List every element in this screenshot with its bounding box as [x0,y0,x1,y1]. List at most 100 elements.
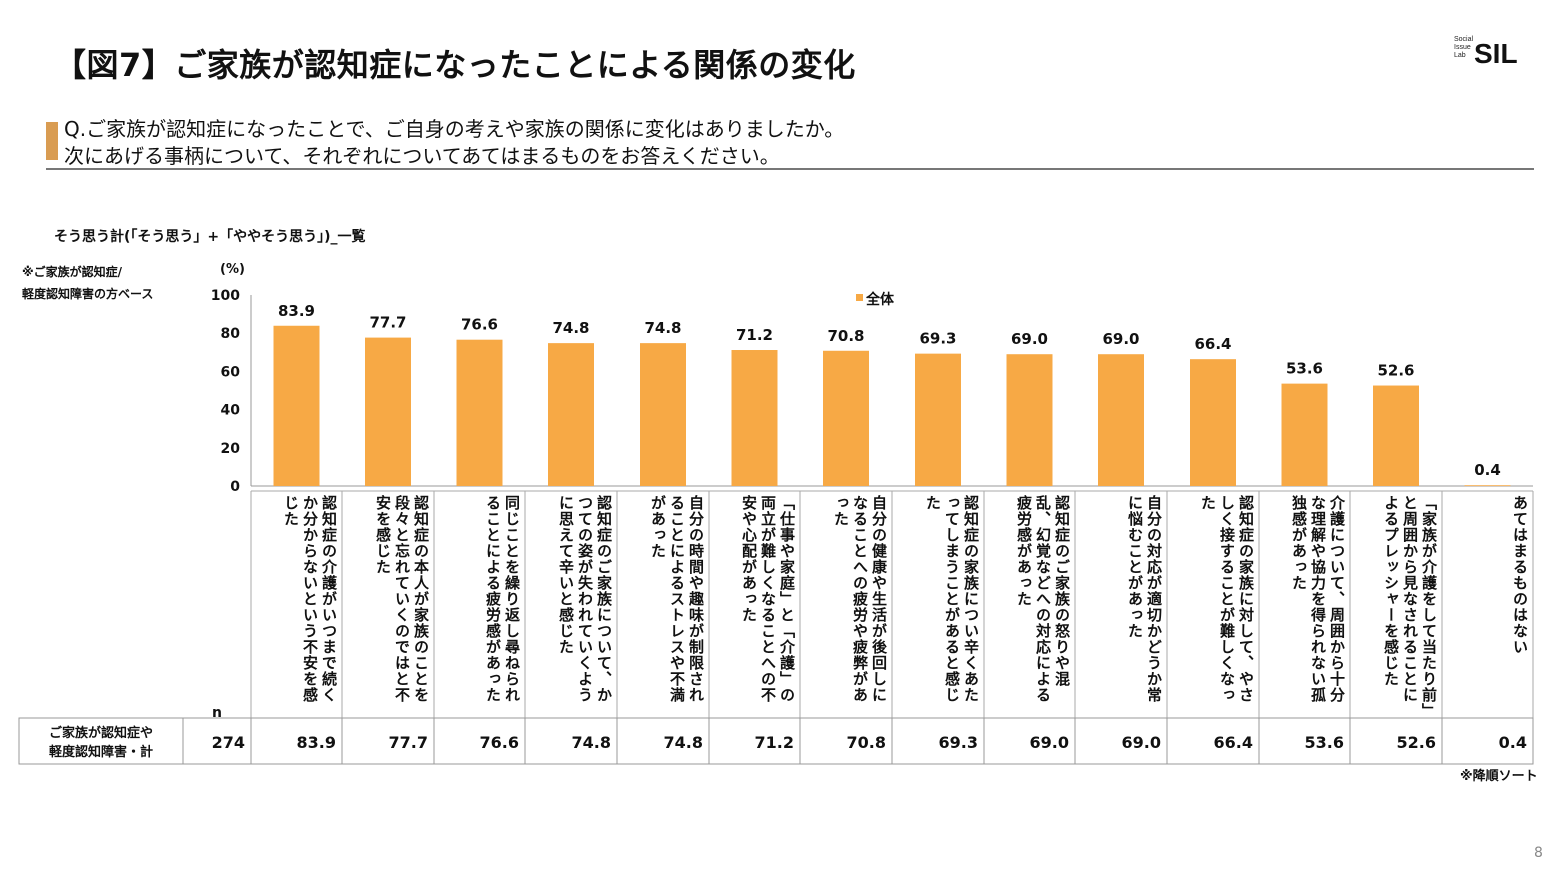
question-line-1: Q.ご家族が認知症になったことで、ご自身の考えや家族の関係に変化はありましたか。 [64,117,845,141]
bar [1464,485,1511,487]
category-label-text: 認知症のご家族について、かつての姿が失われていくように思えて辛いと感じた [557,495,613,703]
bar [1098,354,1144,486]
chart-subtitle: そう思う計(「そう思う」+「ややそう思う」)_一覧 [54,229,366,245]
table-cell: 76.6 [480,733,519,752]
bar [823,350,869,486]
category-label-text: 認知症のご家族の怒りや混乱、幻覚などへの対応による疲労感があった [1015,495,1071,703]
y-tick-label: 40 [221,403,241,419]
table-cell: 77.7 [389,733,428,752]
category-label-text: 自分の健康や生活が後回しになることへの疲労や疲弊があった [832,495,888,703]
legend-swatch [856,294,863,301]
bar-value-label: 69.0 [1102,330,1139,348]
category-label-text: 自分の対応が適切かどうか常に悩むことがあった [1126,495,1163,703]
base-note-line-1: ※ご家族が認知症/ [22,265,123,279]
base-note: ※ご家族が認知症/ 軽度認知障害の方ベース [22,261,153,305]
category-label: 「仕事や家庭」と「介護」の両立が難しくなることへの不安や心配があった [740,495,796,703]
table-n-value: 274 [212,733,245,752]
category-label-text: 認知症の家族につい辛くあたってしまうことがあると感じた [924,495,980,703]
bar-value-label: 77.7 [369,314,406,332]
category-label: 「家族が介護をして当たり前」と周囲から見なされることによるプレッシャーを感じた [1382,495,1438,712]
table-cell: 52.6 [1397,733,1436,752]
y-tick-label: 20 [221,441,241,457]
bar-value-label: 74.8 [552,319,589,337]
bar-value-label: 69.3 [919,330,956,348]
bar-value-label: 0.4 [1474,461,1501,479]
bar [915,353,961,486]
bar [365,337,411,486]
table-cell: 66.4 [1214,733,1253,752]
table-cell: 0.4 [1499,733,1527,752]
bar-value-label: 69.0 [1011,330,1048,348]
base-note-line-2: 軽度認知障害の方ベース [22,287,154,301]
y-axis-unit: (%) [220,262,245,277]
bar [273,325,320,486]
question-line-2: 次にあげる事柄について、それぞれについてあてはまるものをお答えください。 [64,144,780,168]
bar [1006,354,1053,486]
bar [640,343,686,486]
legend-label: 全体 [865,291,895,308]
category-label: 自分の対応が適切かどうか常に悩むことがあった [1126,495,1163,703]
bar [731,350,778,486]
category-label: 認知症のご家族の怒りや混乱、幻覚などへの対応による疲労感があった [1015,495,1071,703]
table-row-label-line-2: 軽度認知障害・計 [49,744,153,760]
y-tick-label: 80 [221,326,241,342]
page-title: 【図7】ご家族が認知症になったことによる関係の変化 [54,46,856,84]
bar [1373,385,1419,486]
bar-value-label: 66.4 [1194,335,1231,353]
question-accent-bar [46,122,58,160]
table-cell: 70.8 [847,733,886,752]
category-label: 認知症のご家族について、かつての姿が失われていくように思えて辛いと感じた [557,495,613,703]
table-row-label-line-1: ご家族が認知症や [49,725,153,741]
category-label: 認知症の家族につい辛くあたってしまうことがあると感じた [924,495,980,703]
category-label-text: 認知症の家族に対して、やさしく接することが難しくなった [1199,495,1255,703]
logo-small-line-1: Social [1454,36,1474,43]
bar-value-label: 74.8 [644,319,681,337]
bar-value-label: 76.6 [461,316,498,334]
y-tick-label: 0 [230,479,240,495]
bar-value-label: 52.6 [1377,362,1414,380]
category-label-text: 認知症の本人が家族のことを段々と忘れていくのではと不安を感じた [374,495,430,703]
category-label-text: 認知症の介護がいつまで続くか分からないという不安を感じた [282,495,338,703]
n-header: n [212,705,222,721]
bar-value-label: 83.9 [278,302,315,320]
page-number: 8 [1534,845,1543,861]
bar-value-label: 70.8 [827,327,864,345]
y-tick-label: 60 [221,364,241,380]
category-label-text: 同じことを繰り返し尋ねられることによる疲労感があった [484,495,521,703]
category-label: 自分の健康や生活が後回しになることへの疲労や疲弊があった [832,495,888,703]
table-cell: 74.8 [572,733,611,752]
category-label: あてはまるものはない [1511,495,1529,655]
bar-value-label: 71.2 [736,326,773,344]
table-cell: 74.8 [664,733,703,752]
sil-logo: Social Issue Lab SIL [1454,36,1534,72]
bar-value-label: 53.6 [1286,360,1323,378]
category-label: 同じことを繰り返し尋ねられることによる疲労感があった [484,495,521,703]
category-label: 介護について、周囲から十分な理解や協力を得られない孤独感があった [1290,495,1346,703]
bar [1190,359,1236,486]
bar [456,339,503,486]
question-text: Q.ご家族が認知症になったことで、ご自身の考えや家族の関係に変化はありましたか。… [64,116,844,170]
sort-note: ※降順ソート [1460,769,1538,784]
logo-small-line-3: Lab [1454,52,1466,59]
table-cell: 69.0 [1030,733,1069,752]
table-cell: 71.2 [755,733,794,752]
table-cell: 83.9 [297,733,336,752]
logo-small-line-2: Issue [1454,44,1471,51]
bar [1281,383,1328,486]
table-cell: 69.0 [1122,733,1161,752]
y-tick-label: 100 [211,288,240,304]
table-cell: 53.6 [1305,733,1344,752]
category-label-text: 自分の時間や趣味が制限されることによるストレスや不満があった [649,495,705,703]
category-label: 認知症の本人が家族のことを段々と忘れていくのではと不安を感じた [374,495,430,703]
category-label-text: 「仕事や家庭」と「介護」の両立が難しくなることへの不安や心配があった [740,495,796,703]
logo-small-text: Social Issue Lab [1454,36,1473,60]
category-label-text: 「家族が介護をして当たり前」と周囲から見なされることによるプレッシャーを感じた [1382,495,1438,712]
category-label-text: あてはまるものはない [1511,495,1529,655]
category-label-text: 介護について、周囲から十分な理解や協力を得られない孤独感があった [1290,495,1346,703]
category-label: 自分の時間や趣味が制限されることによるストレスや不満があった [649,495,705,703]
header-divider [46,168,1534,170]
category-label: 認知症の介護がいつまで続くか分からないという不安を感じた [282,495,338,703]
table-cell: 69.3 [939,733,978,752]
bar [548,343,594,486]
